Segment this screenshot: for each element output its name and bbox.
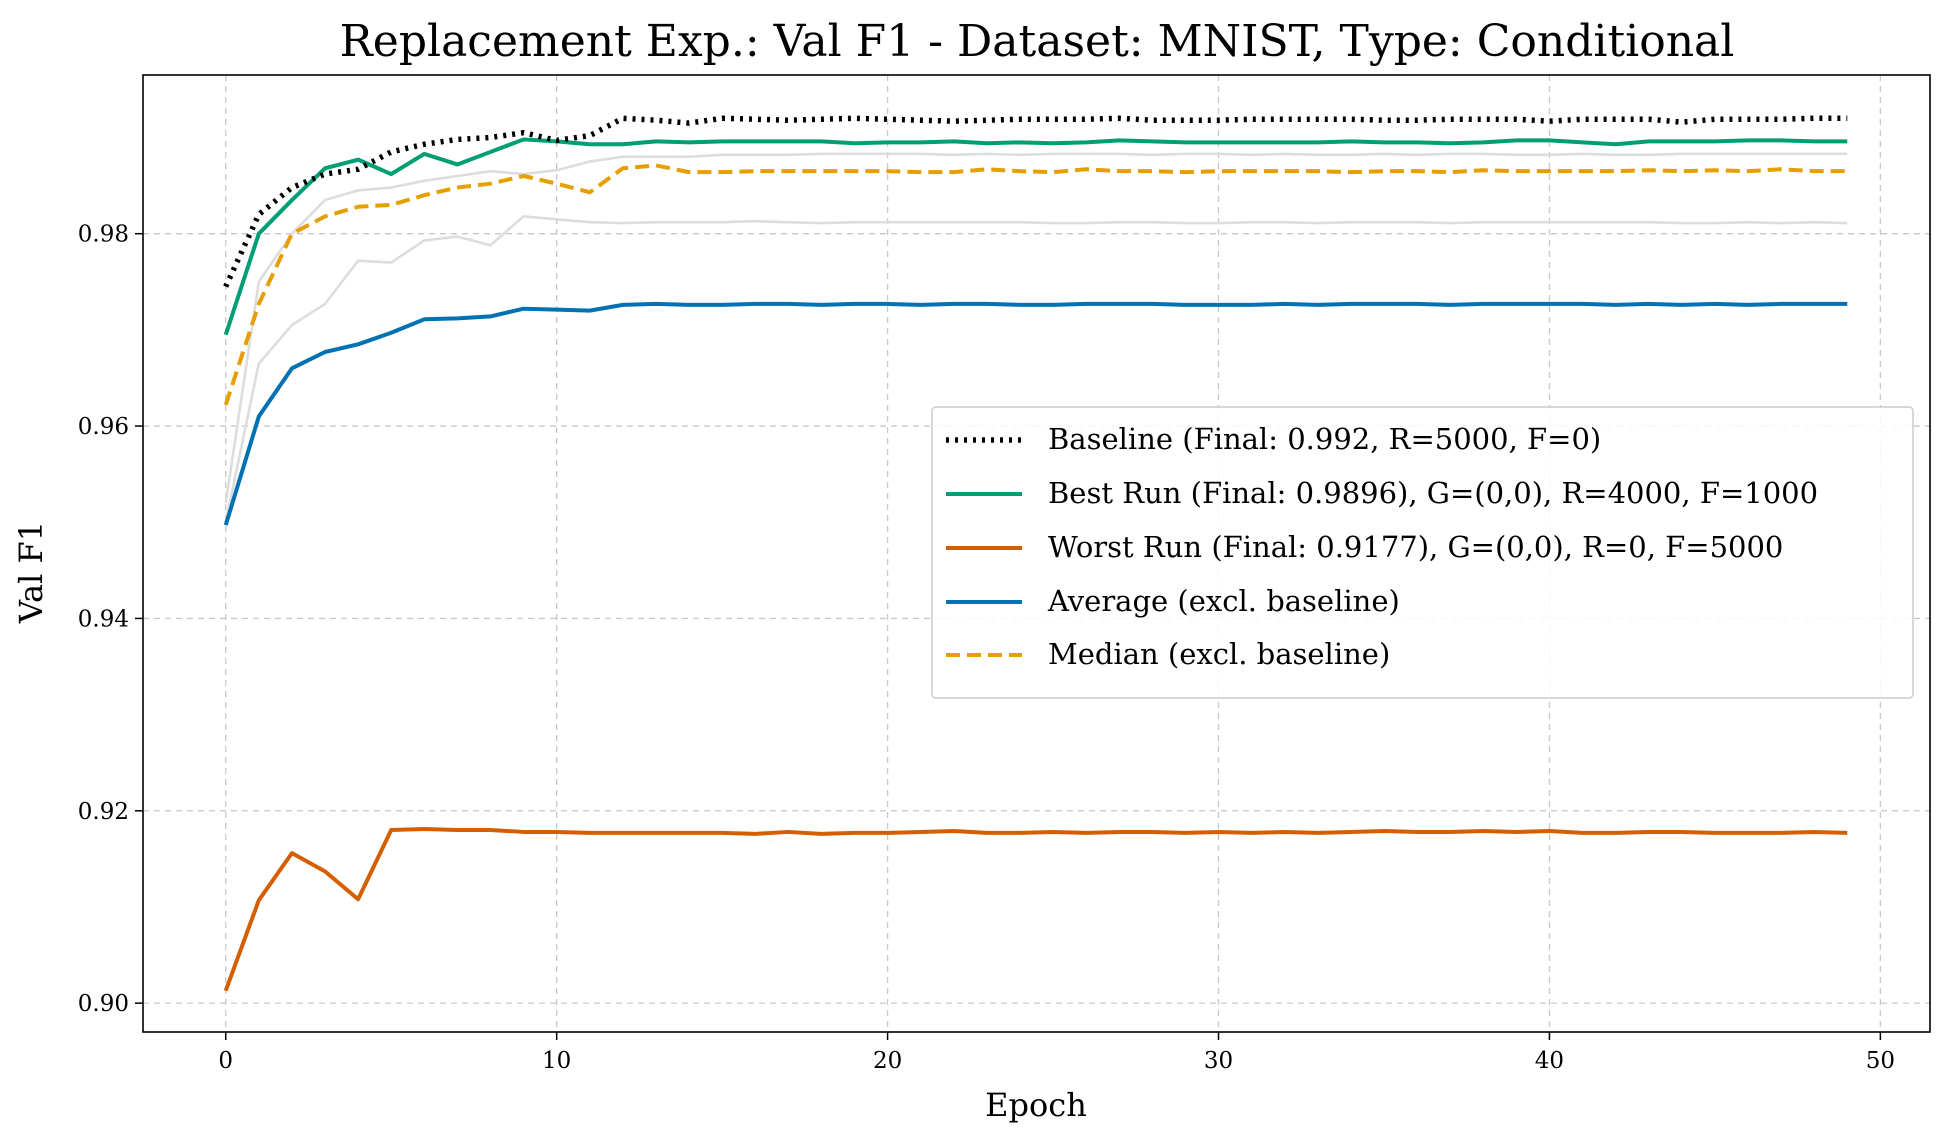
- x-tick-label: 0: [218, 1048, 233, 1074]
- series-line-2: [223, 827, 1848, 992]
- y-tick-label: 0.96: [78, 414, 129, 440]
- y-tick-label: 0.92: [78, 799, 129, 825]
- legend-entry-2: Worst Run (Final: 0.9177), G=(0,0), R=0,…: [1048, 530, 1783, 564]
- y-tick-label: 0.94: [78, 606, 129, 632]
- legend-entry-3: Average (excl. baseline): [1047, 584, 1400, 618]
- chart-title: Replacement Exp.: Val F1 - Dataset: MNIS…: [340, 16, 1735, 67]
- y-axis-label: Val F1: [12, 521, 50, 624]
- series-line-0: [223, 115, 1848, 288]
- series-line-3: [223, 301, 1848, 526]
- y-tick-label: 0.90: [78, 991, 129, 1017]
- x-tick-label: 30: [1204, 1048, 1233, 1074]
- background-run-line: [224, 215, 1848, 523]
- legend-entry-1: Best Run (Final: 0.9896), G=(0,0), R=400…: [1048, 476, 1818, 510]
- y-axis-ticks: 0.90 0.92 0.94 0.96 0.98: [78, 222, 143, 1017]
- series-lines: [223, 115, 1848, 992]
- x-tick-label: 20: [873, 1048, 902, 1074]
- x-tick-label: 40: [1535, 1048, 1564, 1074]
- series-line-4: [223, 163, 1848, 406]
- y-tick-label: 0.98: [78, 222, 129, 248]
- legend: Baseline (Final: 0.992, R=5000, F=0) Best…: [931, 406, 1914, 699]
- x-tick-label: 10: [542, 1048, 571, 1074]
- background-run-line: [224, 152, 1848, 504]
- x-tick-label: 50: [1866, 1048, 1895, 1074]
- background-run-lines: [224, 152, 1848, 523]
- x-axis-ticks: 0 10 20 30 40 50: [218, 1032, 1895, 1074]
- series-line-1: [223, 137, 1848, 336]
- plot-area-frame: [142, 74, 1931, 1033]
- legend-box: [931, 406, 1914, 699]
- legend-entry-4: Median (excl. baseline): [1048, 637, 1390, 671]
- x-axis-label: Epoch: [985, 1086, 1087, 1124]
- legend-entry-0: Baseline (Final: 0.992, R=5000, F=0): [1048, 422, 1601, 456]
